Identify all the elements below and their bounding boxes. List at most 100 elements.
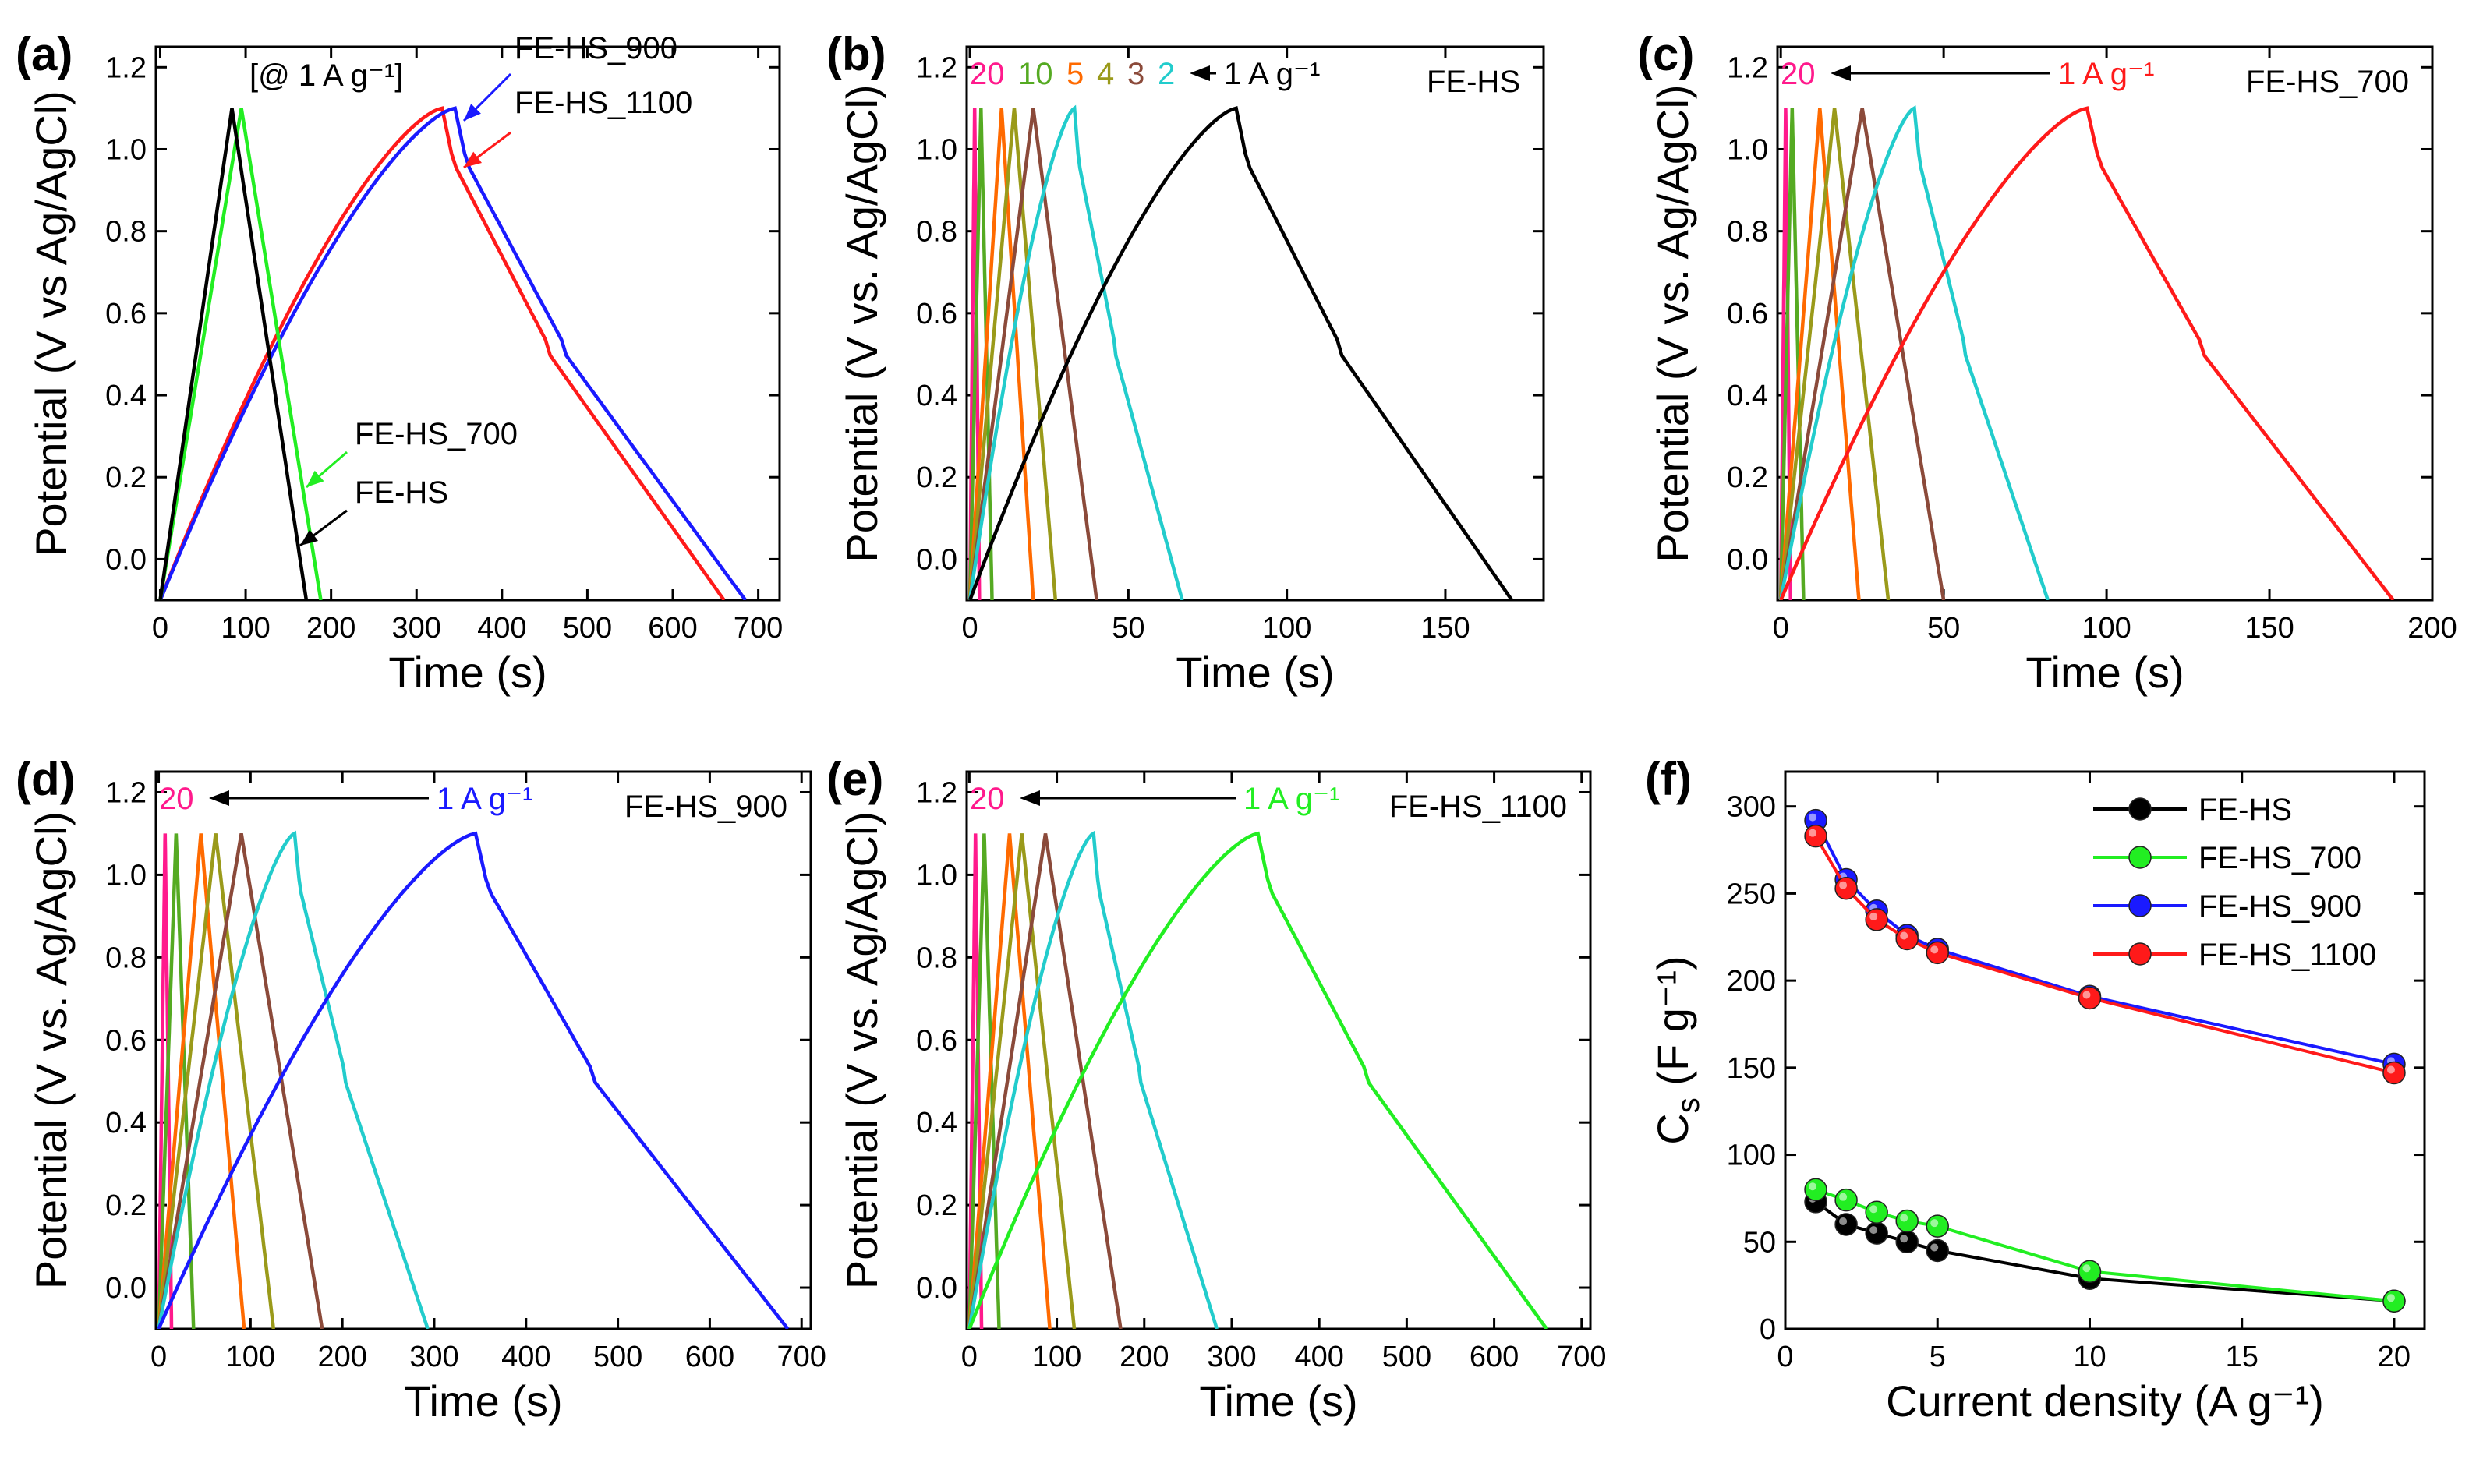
series-line-1-a-g-1 — [157, 831, 790, 1329]
y-tick-label: 0.8 — [916, 942, 957, 974]
data-point-highlight — [1930, 1219, 1939, 1228]
y-tick-label: 200 — [1727, 965, 1776, 998]
series-line-5-a-g-1 — [967, 108, 1035, 600]
y-tick-label: 0.8 — [105, 942, 147, 974]
plot-frame — [1784, 770, 2426, 1330]
data-point-highlight — [1900, 931, 1908, 940]
data-point-fe-hs-1100 — [1926, 941, 1949, 965]
label-arrowhead — [306, 470, 324, 487]
series-label: FE-HS_900 — [515, 31, 677, 65]
data-point-highlight — [1809, 813, 1817, 822]
y-tick-label: 0.2 — [916, 1189, 957, 1222]
data-point-highlight — [1809, 829, 1817, 837]
series-label: FE-HS_1100 — [515, 86, 692, 120]
panel-label: (f) — [1645, 753, 1692, 805]
data-point-highlight — [1869, 912, 1878, 920]
plot-area — [1778, 105, 2395, 600]
panel-label: (b) — [826, 28, 886, 80]
series-line-3-a-g-1 — [967, 108, 1098, 600]
y-tick-label: 0 — [1760, 1313, 1776, 1346]
data-point-highlight — [1930, 945, 1939, 954]
sample-label: FE-HS — [1427, 65, 1520, 99]
series-line-20-a-g-1 — [967, 833, 984, 1329]
panel-b: 0 50 100 150 0.0 0.2 0.4 0.6 0.8 1.0 1.2 Time (s) (b… — [826, 28, 1545, 697]
x-axis-title: Time (s) — [1176, 648, 1334, 697]
panel-a: 0 100 200 300 400 500 600 700 0.0 0.2 0.4 0.6 0.8 1.0… — [16, 28, 783, 697]
data-point-highlight — [1900, 1214, 1908, 1222]
x-tick-label: 400 — [477, 612, 526, 645]
rate-arrowhead — [209, 790, 229, 806]
y-tick-label: 0.8 — [105, 216, 147, 249]
x-axis-title: Time (s) — [2025, 648, 2184, 697]
data-point-highlight — [1839, 1217, 1848, 1225]
series-line-2-a-g-1 — [967, 104, 1184, 600]
series-line-1-a-g-1 — [967, 106, 1514, 600]
y-axis-title-main: C — [1648, 1113, 1697, 1144]
series-line-2-a-g-1 — [1778, 105, 2050, 600]
x-tick-label: 100 — [226, 1341, 275, 1373]
x-tick-label: 500 — [563, 612, 612, 645]
y-tick-label: 0.4 — [916, 380, 957, 412]
plot-area — [967, 830, 1548, 1329]
series-line-1-a-g-1 — [967, 831, 1548, 1329]
x-tick-label: 20 — [2378, 1341, 2411, 1373]
x-tick-label: 0 — [961, 612, 978, 645]
plot-frame — [1776, 45, 2434, 602]
panel-label: (c) — [1637, 28, 1694, 80]
y-tick-label: 0.8 — [916, 216, 957, 249]
x-tick-label: 0 — [961, 1341, 978, 1373]
x-tick-label: 100 — [1262, 612, 1311, 645]
y-tick-label: 0.0 — [916, 543, 957, 576]
x-axis-title: Time (s) — [388, 648, 547, 697]
x-tick-label: 300 — [1207, 1341, 1256, 1373]
x-tick-label: 0 — [150, 1341, 167, 1373]
label-arrowhead — [464, 151, 482, 168]
y-tick-label: 1.0 — [916, 859, 957, 892]
x-tick-label: 0 — [1777, 1341, 1793, 1373]
data-point-highlight — [1839, 881, 1848, 889]
plot-area — [967, 104, 1514, 600]
sample-label: FE-HS_1100 — [1389, 790, 1567, 824]
y-tick-label: 50 — [1743, 1226, 1776, 1259]
x-tick-label: 200 — [317, 1341, 366, 1373]
rate-arrowhead — [1020, 790, 1040, 806]
data-point-highlight — [2082, 1264, 2091, 1273]
data-point-highlight — [2386, 1294, 2395, 1302]
y-axis-title-unit: (F g⁻¹) — [1648, 956, 1697, 1097]
y-tick-label: 0.2 — [916, 461, 957, 494]
y-tick-label: 250 — [1727, 878, 1776, 910]
x-tick-label: 100 — [2082, 612, 2131, 645]
data-point-fe-hs-700 — [2078, 1260, 2102, 1284]
rate-label: 4 — [1097, 57, 1114, 91]
y-tick-label: 150 — [1727, 1052, 1776, 1085]
data-point-fe-hs — [1895, 1230, 1919, 1254]
x-tick-label: 10 — [2073, 1341, 2106, 1373]
series-line-2-a-g-1 — [157, 830, 430, 1329]
x-tick-label: 50 — [1927, 612, 1960, 645]
rate-arrowhead — [1831, 65, 1851, 81]
x-tick-label: 100 — [221, 612, 270, 645]
x-tick-label: 100 — [1032, 1341, 1081, 1373]
data-point-fe-hs-1100 — [1834, 876, 1858, 900]
x-tick-label: 400 — [1294, 1341, 1343, 1373]
y-tick-label: 1.0 — [916, 133, 957, 166]
data-point-fe-hs — [1926, 1238, 1949, 1263]
series-line-3-a-g-1 — [967, 833, 1123, 1329]
y-tick-label: 1.2 — [105, 776, 147, 809]
data-point-fe-hs-1100 — [1895, 927, 1919, 951]
series-line-4-a-g-1 — [157, 833, 276, 1329]
legend-marker — [2128, 797, 2152, 821]
y-axis-title: Potential (V vs. Ag/AgCl) — [837, 84, 886, 562]
panel-label: (a) — [16, 28, 73, 80]
data-point-fe-hs-700 — [2382, 1289, 2406, 1313]
y-tick-label: 0.0 — [1727, 543, 1768, 576]
y-tick-label: 0.4 — [916, 1107, 957, 1140]
y-tick-label: 1.2 — [916, 51, 957, 84]
data-point-highlight — [2386, 1065, 2395, 1074]
y-tick-label: 0.4 — [105, 1107, 147, 1140]
data-point-fe-hs-700 — [1834, 1188, 1858, 1212]
x-tick-label: 300 — [409, 1341, 458, 1373]
y-tick-label: 0.6 — [916, 1024, 957, 1057]
series-line-20-a-g-1 — [1778, 108, 1792, 600]
label-arrowhead — [300, 529, 318, 546]
